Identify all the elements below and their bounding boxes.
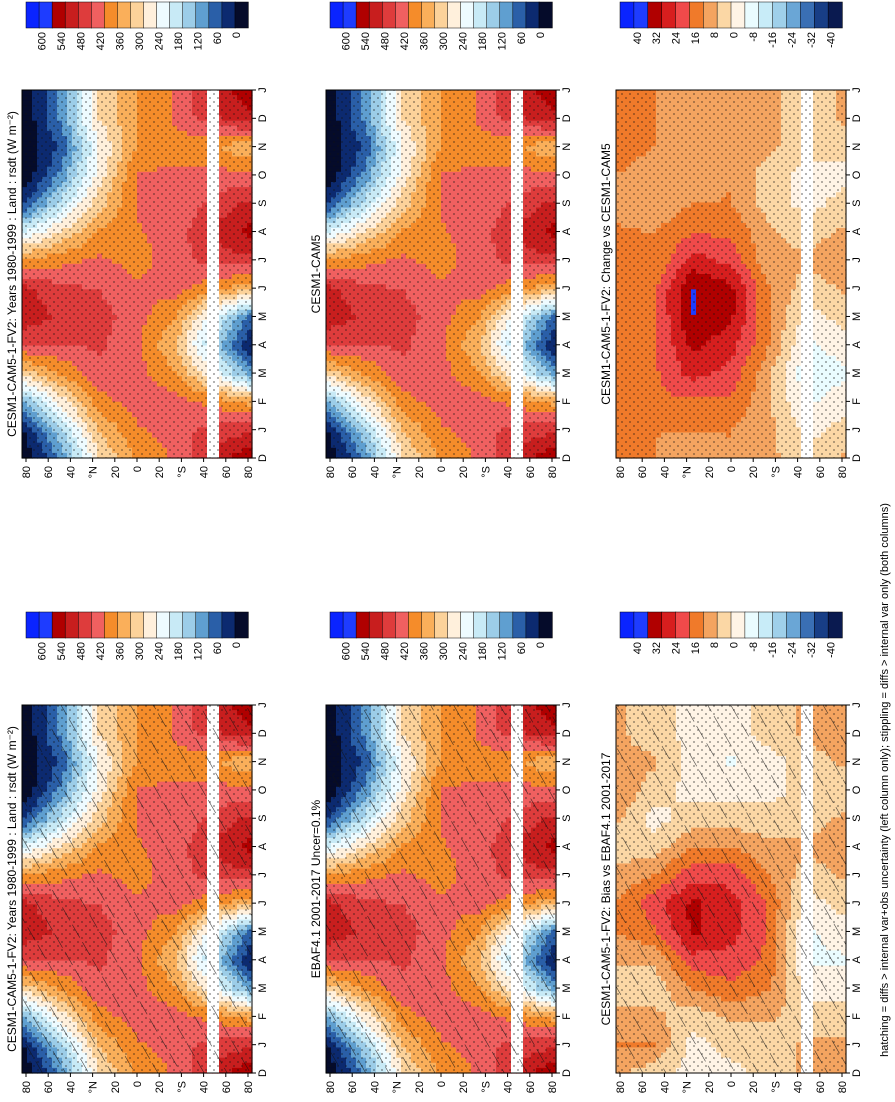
month-tick-label: O (257, 785, 269, 794)
lat-tick-label: 40 (65, 1081, 77, 1093)
colorbar-label: 120 (192, 642, 204, 660)
colorbar-label: 360 (114, 642, 126, 660)
month-tick-label: M (257, 927, 269, 936)
lat-tick-label: 80 (243, 1081, 255, 1093)
month-tick-label: F (257, 1013, 269, 1020)
colorbar-swatch (182, 611, 197, 639)
colorbar-swatch (25, 611, 40, 639)
colorbar-label: 180 (173, 642, 185, 660)
colorbar-swatch (91, 611, 106, 639)
colorbar-swatch (208, 611, 223, 639)
month-tick-label: D (257, 1069, 269, 1077)
colorbar-swatch (169, 611, 184, 639)
lat-tick-label: 60 (221, 1081, 233, 1093)
colorbar-label: 540 (56, 642, 68, 660)
colorbar-swatch (104, 611, 119, 639)
colorbar-swatch (64, 611, 79, 639)
colorbar-label: 60 (212, 642, 224, 654)
colorbar-swatch (221, 611, 236, 639)
colorbar: 600 540 480 420 360 300 240 180 120 60 0 (25, 611, 249, 660)
lat-tick-label: 20 (110, 1081, 122, 1093)
colorbar-swatch (234, 611, 249, 639)
lat-tick-label: 20 (154, 1081, 166, 1093)
month-tick-label: J (257, 702, 269, 708)
lat-tick-label: °S (176, 1081, 188, 1093)
lat-tick-label: 60 (43, 1081, 55, 1093)
colorbar-label: 420 (95, 642, 107, 660)
colorbar-swatch (38, 611, 53, 639)
lat-tick-label: 80 (21, 1081, 33, 1093)
colorbar-swatch (130, 611, 145, 639)
month-tick-label: M (257, 983, 269, 992)
panel-model-right: 80 60 40 °N 20 0 20 °S 40 60 80DJFMAMJJASONDJCESM1… (5, 1, 269, 478)
month-tick-label: A (257, 955, 269, 963)
colorbar-swatch (51, 611, 66, 639)
colorbar-swatch (77, 611, 92, 639)
lat-tick-label: 40 (199, 1081, 211, 1093)
colorbar-swatch (117, 611, 132, 639)
month-tick-label: D (257, 729, 269, 737)
lat-tick-label: 0 (132, 1081, 144, 1087)
colorbar-swatch (143, 611, 158, 639)
month-tick-label: J (257, 900, 269, 906)
lat-tick-label: °N (88, 1081, 100, 1093)
colorbar-label: 300 (134, 642, 146, 660)
colorbar-label: 240 (153, 642, 165, 660)
month-tick-label: S (257, 815, 269, 822)
colorbar-swatch (156, 611, 171, 639)
panel-model-left: 80 60 40 °N 20 0 20 °S 40 60 80DJFMAMJJASONDJCESM1… (5, 611, 269, 1093)
panels-layer: 80 60 40 °N 20 0 20 °S 40 60 80DJFMAMJJASONDJCESM1… (5, 1, 863, 1093)
colorbar-label: 600 (37, 642, 49, 660)
panel-title: CESM1-CAM5-1-FV2: Years 1980-1999 : Land… (5, 726, 19, 1052)
hatch-overlay (22, 705, 252, 1073)
month-tick-label: N (257, 758, 269, 766)
colorbar-swatch (195, 611, 210, 639)
colorbar-label: 0 (231, 642, 243, 648)
colorbar-label: 480 (76, 642, 88, 660)
month-tick-label: J (257, 1042, 269, 1048)
month-tick-label: J (257, 872, 269, 878)
month-tick-label: A (257, 842, 269, 850)
